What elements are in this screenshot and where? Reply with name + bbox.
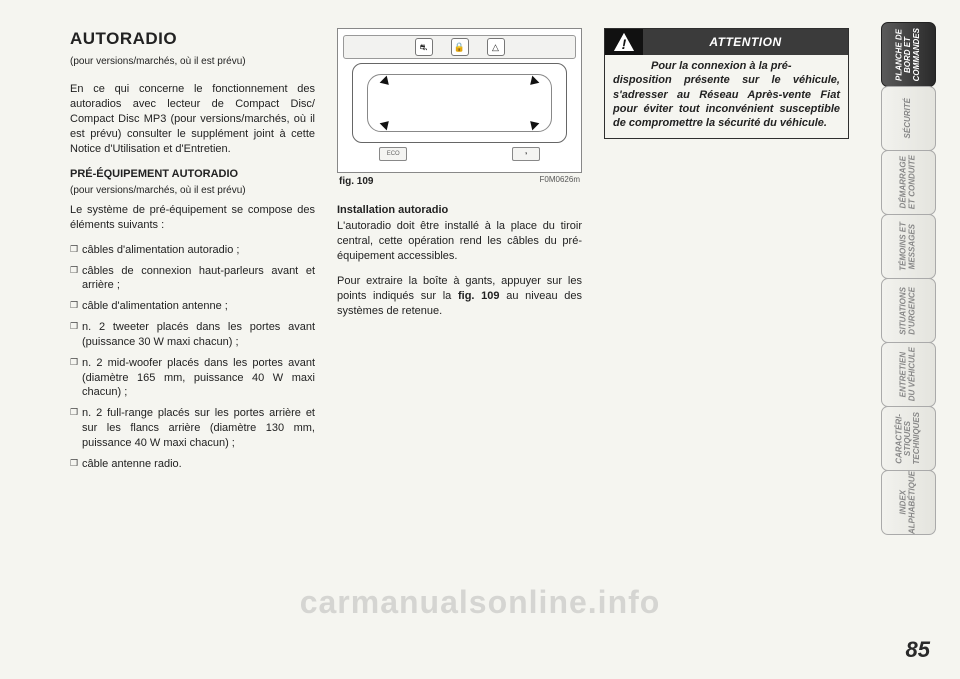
side-tabs: PLANCHE DE BORD ET COMMANDES SÉCURITÉ DÉ… bbox=[881, 22, 936, 534]
tab-urgence[interactable]: SITUATIONS D'URGENCE bbox=[881, 278, 936, 343]
list-item: câbles d'alimentation autoradio ; bbox=[70, 243, 315, 258]
paragraph: L'autoradio doit être installé à la plac… bbox=[337, 219, 582, 264]
tab-caracteristiques[interactable]: CARACTÉRI- STIQUES TECHNIQUES bbox=[881, 406, 936, 471]
figure-caption: fig. 109 F0M0626m bbox=[337, 173, 582, 189]
tab-temoins[interactable]: TÉMOINS ET MESSAGES bbox=[881, 214, 936, 279]
glovebox-outline bbox=[352, 63, 567, 143]
hazard-icon: △ bbox=[487, 38, 505, 56]
dimmer-icon: ◑ bbox=[512, 147, 540, 161]
dashboard-lower-row: ECO ◑ bbox=[353, 147, 566, 163]
subheading: Installation autoradio bbox=[337, 203, 582, 218]
bullet-list: câbles d'alimentation autoradio ; câbles… bbox=[70, 243, 315, 472]
column-3: ! ATTENTION Pour la connexion à la pré- … bbox=[604, 28, 849, 478]
list-item: câble d'alimentation antenne ; bbox=[70, 299, 315, 314]
subheading-note: (pour versions/marchés, où il est prévu) bbox=[70, 184, 315, 198]
paragraph: En ce qui concerne le fonctionnement des… bbox=[70, 82, 315, 156]
paragraph: Le système de pré-équipement se compose … bbox=[70, 203, 315, 233]
attention-box: ! ATTENTION Pour la connexion à la pré- … bbox=[604, 28, 849, 139]
lock-icon: 🔒 bbox=[451, 38, 469, 56]
content-columns: AUTORADIO (pour versions/marchés, où il … bbox=[0, 28, 860, 478]
glovebox-inner bbox=[367, 74, 552, 132]
attention-title: ATTENTION bbox=[643, 29, 848, 55]
list-item: câbles de connexion haut-parleurs avant … bbox=[70, 264, 315, 294]
column-1: AUTORADIO (pour versions/marchés, où il … bbox=[70, 28, 315, 478]
figure-109: ⛐ 🔒 △ ECO ◑ bbox=[337, 28, 582, 189]
list-item: n. 2 mid-woofer placés dans les portes a… bbox=[70, 356, 315, 401]
column-2: ⛐ 🔒 △ ECO ◑ bbox=[337, 28, 582, 478]
paragraph: Pour extraire la boîte à gants, appuyer … bbox=[337, 274, 582, 319]
tab-index[interactable]: INDEX ALPHABÉTIQUE bbox=[881, 470, 936, 535]
list-item: câble antenne radio. bbox=[70, 457, 315, 472]
dashboard-button-row: ⛐ 🔒 △ bbox=[343, 35, 576, 59]
tab-entretien[interactable]: ENTRETIEN DU VÉHICULE bbox=[881, 342, 936, 407]
list-item: n. 2 tweeter placés dans les portes avan… bbox=[70, 320, 315, 350]
attention-text-first: Pour la connexion à la pré- bbox=[613, 59, 840, 73]
tab-planche-de-bord[interactable]: PLANCHE DE BORD ET COMMANDES bbox=[881, 22, 936, 87]
figure-illustration: ⛐ 🔒 △ ECO ◑ bbox=[337, 28, 582, 173]
eco-button-icon: ECO bbox=[379, 147, 407, 161]
manual-page: AUTORADIO (pour versions/marchés, où il … bbox=[0, 0, 960, 679]
tab-demarrage[interactable]: DÉMARRAGE ET CONDUITE bbox=[881, 150, 936, 215]
watermark-text: carmanualsonline.info bbox=[0, 584, 960, 621]
attention-text-rest: disposition présente sur le véhicule, s'… bbox=[613, 74, 840, 129]
svg-text:!: ! bbox=[622, 36, 627, 52]
warning-triangle-icon: ! bbox=[605, 29, 643, 55]
section-heading: AUTORADIO bbox=[70, 28, 315, 51]
attention-body: Pour la connexion à la pré- disposition … bbox=[605, 55, 848, 138]
page-number: 85 bbox=[906, 637, 930, 663]
list-item: n. 2 full-range placés sur les portes ar… bbox=[70, 406, 315, 451]
figure-code: F0M0626m bbox=[540, 175, 580, 189]
heading-subnote: (pour versions/marchés, où il est prévu) bbox=[70, 55, 315, 69]
subheading: PRÉ-ÉQUIPEMENT AUTORADIO bbox=[70, 167, 315, 182]
figure-label: fig. 109 bbox=[339, 175, 373, 189]
attention-header: ! ATTENTION bbox=[605, 29, 848, 55]
traction-icon: ⛐ bbox=[415, 38, 433, 56]
tately-securite[interactable]: SÉCURITÉ bbox=[881, 86, 936, 151]
